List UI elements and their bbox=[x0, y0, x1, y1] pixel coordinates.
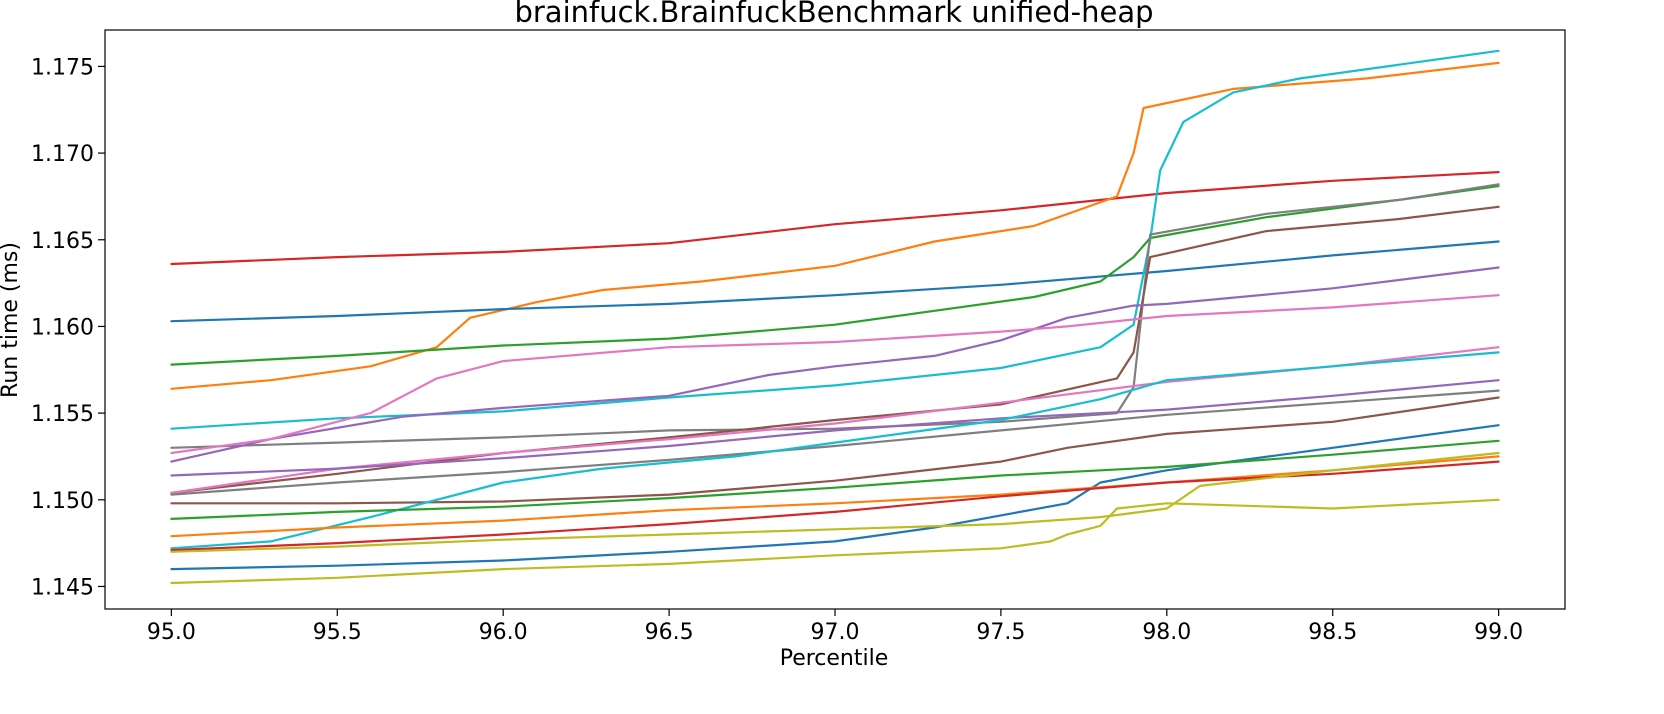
y-tick-label: 1.160 bbox=[31, 315, 94, 340]
series-line-13 bbox=[170, 396, 1500, 505]
series-line-2 bbox=[170, 61, 1500, 390]
series-line-5 bbox=[170, 49, 1500, 430]
x-axis-label: Percentile bbox=[780, 646, 889, 671]
plot-frame bbox=[104, 29, 1566, 610]
series-line-17 bbox=[170, 455, 1500, 538]
x-tick-label: 95.0 bbox=[147, 620, 196, 645]
y-tick-label: 1.175 bbox=[31, 55, 94, 80]
series-line-20 bbox=[170, 498, 1500, 585]
x-tick-label: 96.5 bbox=[645, 620, 694, 645]
x-tick-label: 97.0 bbox=[811, 620, 860, 645]
series-line-4 bbox=[170, 184, 1500, 366]
series-line-11 bbox=[170, 379, 1500, 477]
y-axis-label: Run time (ms) bbox=[0, 242, 23, 398]
series-line-6 bbox=[170, 183, 1500, 449]
series-line-8 bbox=[170, 266, 1500, 463]
series-line-14 bbox=[170, 351, 1500, 550]
series-line-19 bbox=[170, 451, 1500, 553]
x-axis-ticks: 95.0 95.5 96.0 96.5 97.0 97.5 98.0 98.5 99.0 bbox=[147, 609, 1523, 645]
x-tick-label: 98.0 bbox=[1142, 620, 1191, 645]
x-tick-label: 95.5 bbox=[313, 620, 362, 645]
series-line-15 bbox=[170, 424, 1500, 571]
x-tick-label: 97.5 bbox=[976, 620, 1025, 645]
series-layer bbox=[170, 49, 1500, 585]
y-tick-label: 1.150 bbox=[31, 489, 94, 514]
y-axis-ticks: 1.145 1.150 1.155 1.160 1.165 1.170 1.175 bbox=[31, 55, 105, 600]
series-line-12 bbox=[170, 389, 1500, 496]
y-tick-label: 1.155 bbox=[31, 402, 94, 427]
series-line-1 bbox=[170, 171, 1500, 266]
x-tick-label: 99.0 bbox=[1474, 620, 1523, 645]
y-tick-label: 1.145 bbox=[31, 575, 94, 600]
series-line-3 bbox=[170, 240, 1500, 323]
series-line-9 bbox=[170, 294, 1500, 455]
y-tick-label: 1.165 bbox=[31, 229, 94, 254]
y-tick-label: 1.170 bbox=[31, 142, 94, 167]
series-line-16 bbox=[170, 439, 1500, 521]
series-line-7 bbox=[170, 205, 1500, 494]
x-tick-label: 98.5 bbox=[1308, 620, 1357, 645]
chart-title: brainfuck.BrainfuckBenchmark unified-hea… bbox=[514, 0, 1153, 29]
x-tick-label: 96.0 bbox=[479, 620, 528, 645]
